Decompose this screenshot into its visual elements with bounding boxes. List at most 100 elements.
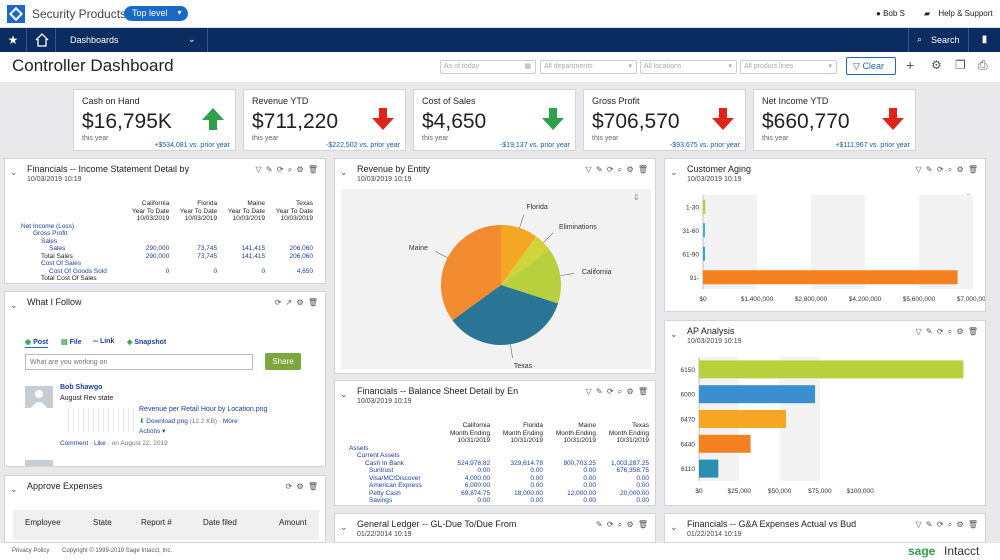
kpi-card-cash[interactable]: Cash on Hand $16,795K this year +$534,08… <box>73 89 236 151</box>
collapse-chevron-icon[interactable]: ⌄ <box>10 484 18 494</box>
actions-menu[interactable]: Actions ▾ <box>139 428 166 435</box>
dashboards-chevron-icon[interactable]: ⌄ <box>188 34 196 44</box>
row-label[interactable]: Sales <box>41 237 58 245</box>
panel-tools[interactable]: ▽ ✎ ⟳ ⌕ ⚙ 🗑 <box>255 165 319 174</box>
tab-link[interactable]: ∞ Link <box>93 338 115 345</box>
collapse-chevron-icon[interactable]: ⌄ <box>340 389 348 399</box>
arrow-down-icon <box>542 108 564 130</box>
row-label[interactable]: Assets <box>349 444 369 452</box>
kpi-card-cost-of-sales[interactable]: Cost of Sales $4,650 this year -$19,137 … <box>413 89 576 151</box>
column-header[interactable]: Date filed <box>203 518 237 527</box>
table-row: Petty Cash 69,874.75 18,000.00 12,000.00 20,… <box>347 490 651 498</box>
help-link[interactable]: ▰ Help & Support <box>924 9 993 18</box>
table-row: Assets <box>347 445 651 453</box>
cell-value: 0.00 <box>636 482 649 489</box>
cell-value <box>492 452 545 460</box>
collapse-chevron-icon[interactable]: ⌄ <box>10 167 18 177</box>
kpi-card-gross-profit[interactable]: Gross Profit $706,570 this year -$93,675… <box>583 89 746 151</box>
attachment-link[interactable]: Revenue per Retail Hour by Location.png <box>139 406 268 413</box>
row-label[interactable]: Cost Of Sales <box>41 260 82 267</box>
cell-value: 0.00 <box>583 474 596 482</box>
kpi-card-revenue[interactable]: Revenue YTD $711,220 this year -$222,502… <box>243 89 406 151</box>
collapse-chevron-icon[interactable]: ⌄ <box>670 522 678 532</box>
panel-tools[interactable]: ⟳ ⚙ 🗑 <box>285 482 319 491</box>
avatar <box>25 386 53 408</box>
pie-slice <box>501 236 550 285</box>
top-bar: Security Products Top level ▾ ● Bob S ▰ … <box>0 0 1000 28</box>
user-menu[interactable]: ● Bob S <box>876 9 905 18</box>
panel-date: 10/03/2019 10:19 <box>687 176 742 183</box>
row-label[interactable]: Cost Of Goods Sold <box>49 267 107 275</box>
row-label[interactable]: Suntrust <box>369 467 394 474</box>
cell-value: 0.00 <box>530 474 544 482</box>
add-icon[interactable]: + <box>906 57 915 73</box>
row-label[interactable]: Visa/MC/Discover <box>369 474 421 482</box>
panel-tools[interactable]: ⟳ ↗ ⚙ 🗑 <box>274 298 319 307</box>
collapse-chevron-icon[interactable]: ⌄ <box>340 167 348 177</box>
clear-button[interactable]: ▽ Clear <box>846 57 896 75</box>
tab-snapshot[interactable]: ◈ Snapshot <box>127 339 167 346</box>
balance-sheet-panel: ⌄ Financials -- Balance Sheet Detail by … <box>334 380 656 506</box>
attachment-thumbnail[interactable] <box>64 408 134 432</box>
level-dropdown[interactable]: Top level ▾ <box>124 6 188 21</box>
table-row: Net Income (Loss) <box>19 223 315 231</box>
post-input[interactable] <box>25 354 253 370</box>
arrow-up-icon <box>202 108 224 130</box>
bookmark-icon[interactable]: ▮ <box>968 28 1000 52</box>
privacy-link[interactable]: Privacy Policy <box>12 548 50 554</box>
tab-file[interactable]: ▤ File <box>61 339 82 346</box>
star-icon[interactable]: ★ <box>7 33 19 47</box>
panel-tools[interactable]: ▽ ✎ ⟳ ⌕ ⚙ 🗑 <box>915 327 979 336</box>
collapse-chevron-icon[interactable]: ⌄ <box>670 167 678 177</box>
collapse-chevron-icon[interactable]: ⌄ <box>10 300 18 310</box>
panel-tools[interactable]: ▽ ✎ ⟳ ⌕ ⚙ 🗑 <box>915 165 979 174</box>
locations-filter[interactable]: All locations ▾ <box>640 60 737 74</box>
panel-date: 10/03/2019 10:19 <box>687 338 742 345</box>
x-tick-label: $0 <box>695 488 703 495</box>
comment-link[interactable]: Comment <box>60 440 89 447</box>
search-button[interactable]: ⌕ Search <box>908 28 968 52</box>
panel-tools[interactable]: ▽ ✎ ⟳ ⌕ ⚙ 🗑 <box>585 387 649 396</box>
income-statement-panel: ⌄ Financials -- Income Statement Detail … <box>4 158 326 284</box>
tab-post[interactable]: ◉ Post <box>25 339 49 348</box>
product-lines-filter[interactable]: All product lines ▾ <box>740 60 837 74</box>
column-header[interactable]: Employee <box>25 518 61 527</box>
export-icon[interactable]: ⇩ <box>633 193 640 202</box>
share-button[interactable]: Share <box>265 353 301 370</box>
home-icon[interactable] <box>26 28 56 52</box>
revenue-pie-chart: Florida Eliminations California Texas Maine <box>409 204 612 369</box>
panel-tools[interactable]: ▽ ✎ ⟳ ⌕ ⚙ 🗑 <box>585 165 649 174</box>
cell-value: 290,000 <box>145 245 170 252</box>
row-label[interactable]: Gross Profit <box>33 230 68 237</box>
row-label[interactable]: Savings <box>369 497 393 504</box>
download-link[interactable]: Download png <box>146 418 188 425</box>
download-icon: ⬇ <box>139 418 145 425</box>
print-icon[interactable]: ⎙ <box>978 58 988 72</box>
like-link[interactable]: Like <box>93 440 106 447</box>
dashboards-menu[interactable]: Dashboards <box>70 35 119 45</box>
date-filter[interactable]: As of today ▦ <box>440 60 536 74</box>
kpi-card-net-income[interactable]: Net Income YTD $660,770 this year +$111,… <box>753 89 916 151</box>
collapse-chevron-icon[interactable]: ⌄ <box>670 329 678 339</box>
column-header[interactable]: Report # <box>141 518 172 527</box>
gear-icon[interactable]: ⚙ <box>931 58 942 72</box>
row-label[interactable]: Net Income (Loss) <box>21 222 75 230</box>
kpi-value: $4,650 <box>422 110 487 133</box>
column-header[interactable]: Amount <box>279 518 307 527</box>
panel-tools[interactable]: ▽ ✎ ⟳ ⌕ ⚙ 🗑 <box>915 520 979 529</box>
panel-tools[interactable]: ✎ ⟳ ⌕ ⚙ 🗑 <box>595 520 649 529</box>
kpi-delta: -$222,502 vs. prior year <box>326 142 400 149</box>
column-header[interactable]: State <box>93 518 112 527</box>
app-logo-icon[interactable] <box>6 4 26 24</box>
row-label[interactable]: Sales <box>49 245 66 252</box>
more-link[interactable]: More <box>222 418 238 425</box>
copy-icon[interactable]: ❐ <box>955 58 966 72</box>
collapse-chevron-icon[interactable]: ⌄ <box>340 522 348 532</box>
row-label[interactable]: American Express <box>369 482 422 489</box>
row-label[interactable]: Cash In Bank <box>365 459 405 467</box>
row-label[interactable]: Current Assets <box>357 452 400 459</box>
post-author[interactable]: Bob Shawgo <box>60 384 103 391</box>
pie-label: Eliminations <box>559 224 597 231</box>
departments-filter[interactable]: All departments ▾ <box>540 60 637 74</box>
row-label[interactable]: Petty Cash <box>369 489 401 497</box>
